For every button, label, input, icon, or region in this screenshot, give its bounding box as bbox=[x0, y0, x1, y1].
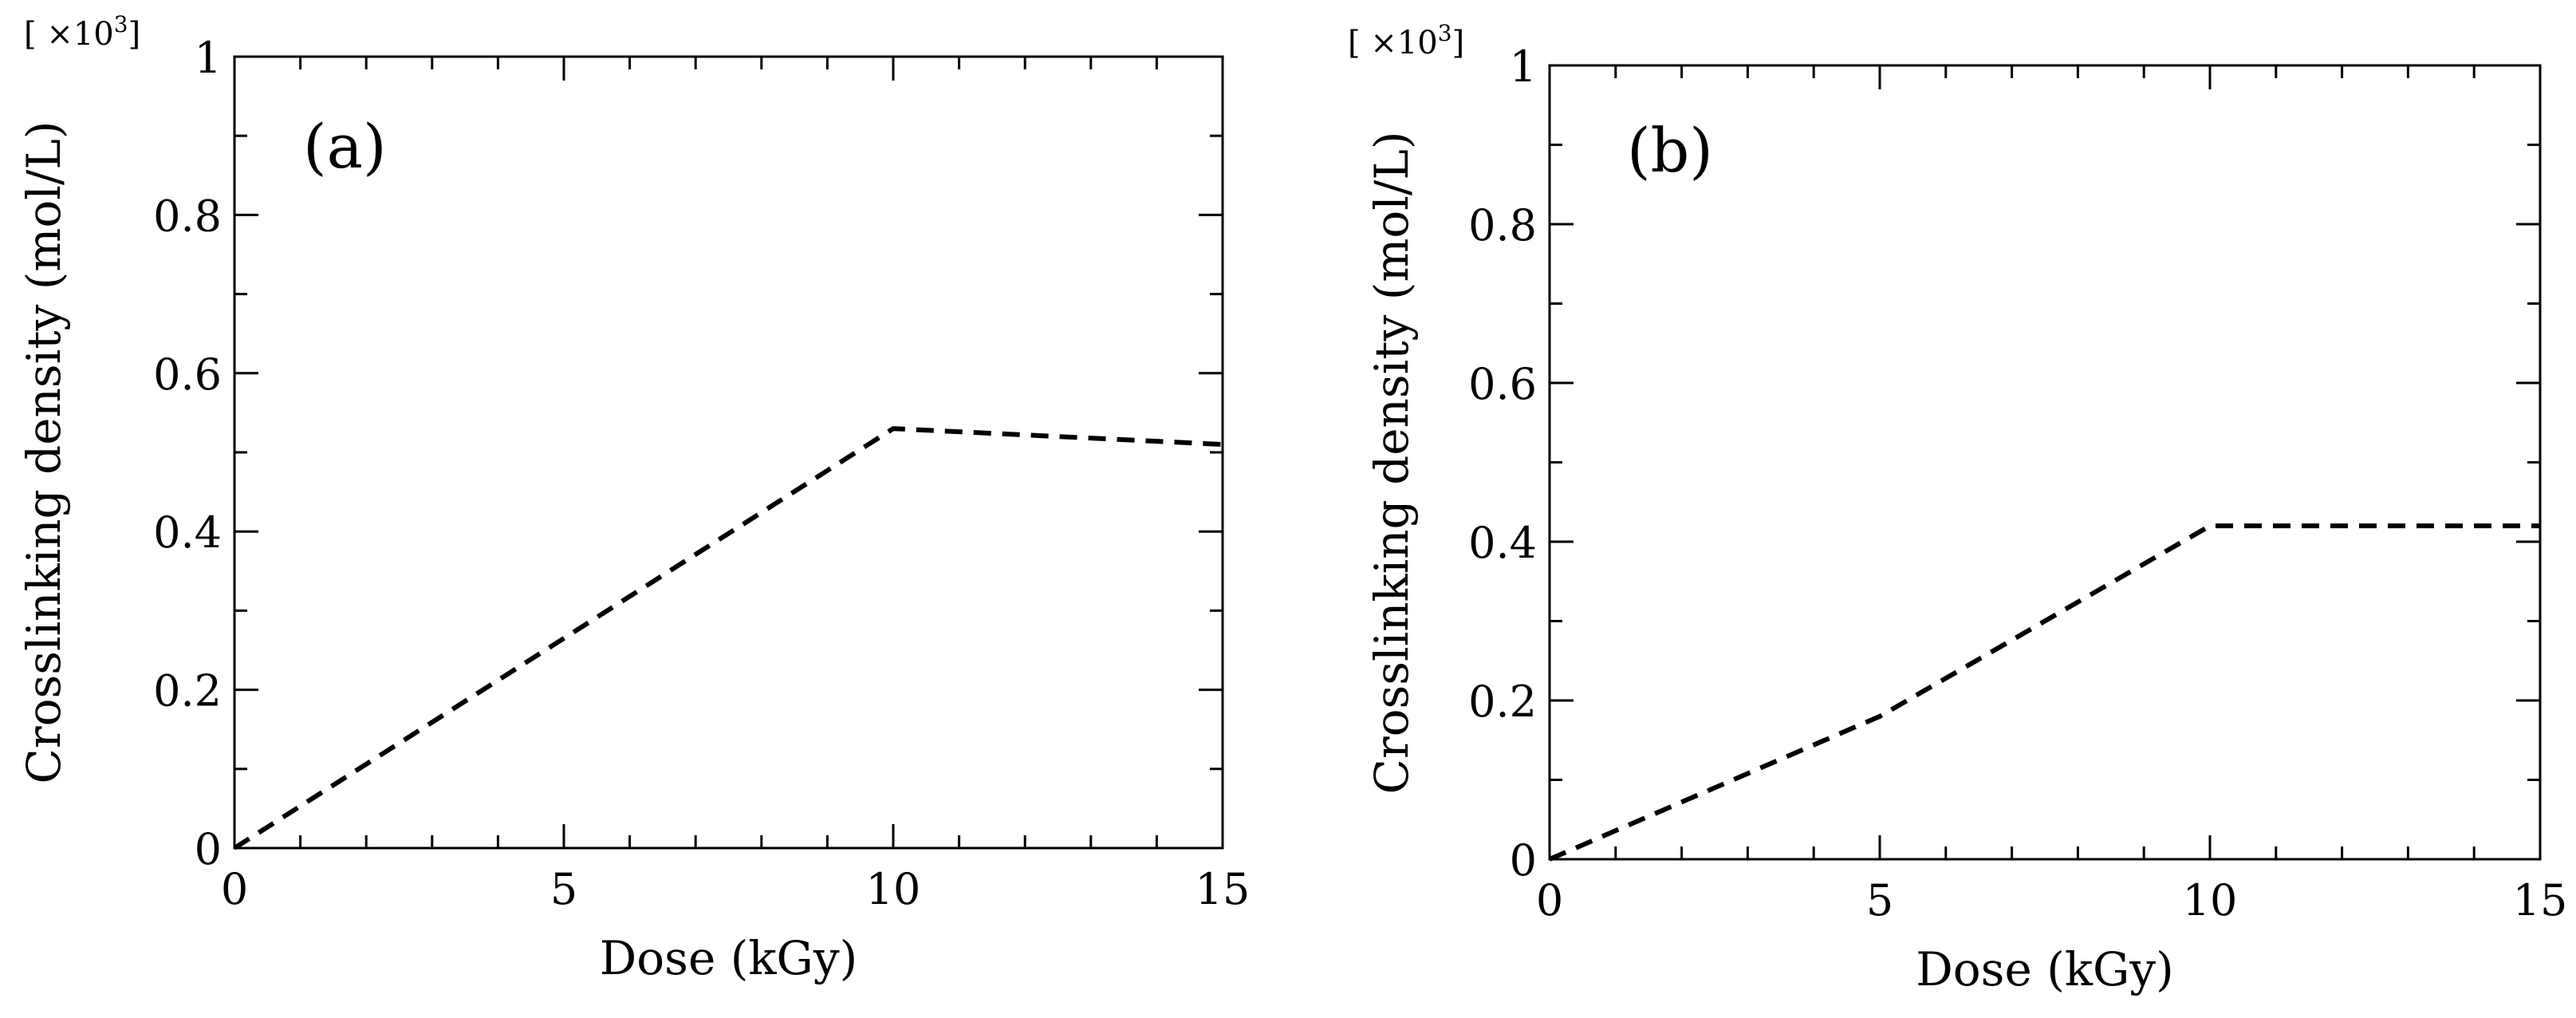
panel-label: (b) bbox=[1627, 115, 1713, 186]
x-tick-label: 15 bbox=[1195, 864, 1251, 914]
x-axis-label: Dose (kGy) bbox=[1916, 942, 2173, 996]
y-tick-label: 0.6 bbox=[1468, 359, 1537, 409]
y-tick-label: 0.8 bbox=[153, 191, 222, 241]
x-tick-label: 0 bbox=[1536, 875, 1563, 925]
x-tick-label: 5 bbox=[1866, 875, 1893, 925]
panel-label: (a) bbox=[303, 111, 387, 182]
chart-panel-a: 0 5 10 15 0 0.2 0.4 0.6 0.8 1 Dose (kGy) Crosslinki… bbox=[17, 11, 1250, 985]
y-tick-label: 0.8 bbox=[1468, 200, 1537, 251]
y-tick-label: 0 bbox=[1510, 835, 1537, 886]
x-tick-label: 10 bbox=[866, 864, 921, 914]
chart-panel-b: 0 5 10 15 0 0.2 0.4 0.6 0.8 1 Dose (kGy) Crosslinki… bbox=[1348, 20, 2567, 996]
x-tick-label: 15 bbox=[2513, 875, 2568, 925]
x-tick-label: 5 bbox=[550, 864, 577, 914]
y-scale-note-exponent: 3 bbox=[1438, 20, 1452, 46]
y-axis-label: Crosslinking density (mol/L) bbox=[1365, 131, 1419, 794]
y-axis-label: Crosslinking density (mol/L) bbox=[17, 120, 71, 783]
x-tick-label: 10 bbox=[2183, 875, 2238, 925]
y-tick-label: 0.4 bbox=[1468, 518, 1537, 568]
y-scale-note-suffix: ] bbox=[128, 16, 141, 53]
y-tick-label: 1 bbox=[1510, 41, 1537, 92]
y-scale-note-suffix: ] bbox=[1452, 25, 1465, 61]
y-scale-note-prefix: [ ×10 bbox=[24, 16, 114, 53]
x-axis-label: Dose (kGy) bbox=[600, 931, 857, 985]
y-tick-label: 0 bbox=[195, 824, 222, 874]
y-tick-label: 0.2 bbox=[153, 666, 222, 716]
x-tick-label: 0 bbox=[221, 864, 248, 914]
y-tick-label: 1 bbox=[195, 33, 222, 83]
y-scale-note: [ ×103] bbox=[24, 11, 140, 53]
series-line-0 bbox=[233, 426, 1223, 850]
y-scale-note-prefix: [ ×10 bbox=[1348, 25, 1438, 61]
series-line-0 bbox=[1548, 523, 2540, 862]
y-tick-label: 0.6 bbox=[153, 349, 222, 400]
y-tick-label: 0.4 bbox=[153, 507, 222, 558]
y-tick-label: 0.2 bbox=[1468, 677, 1537, 727]
y-scale-note-exponent: 3 bbox=[114, 11, 128, 37]
y-scale-note: [ ×103] bbox=[1348, 20, 1464, 61]
